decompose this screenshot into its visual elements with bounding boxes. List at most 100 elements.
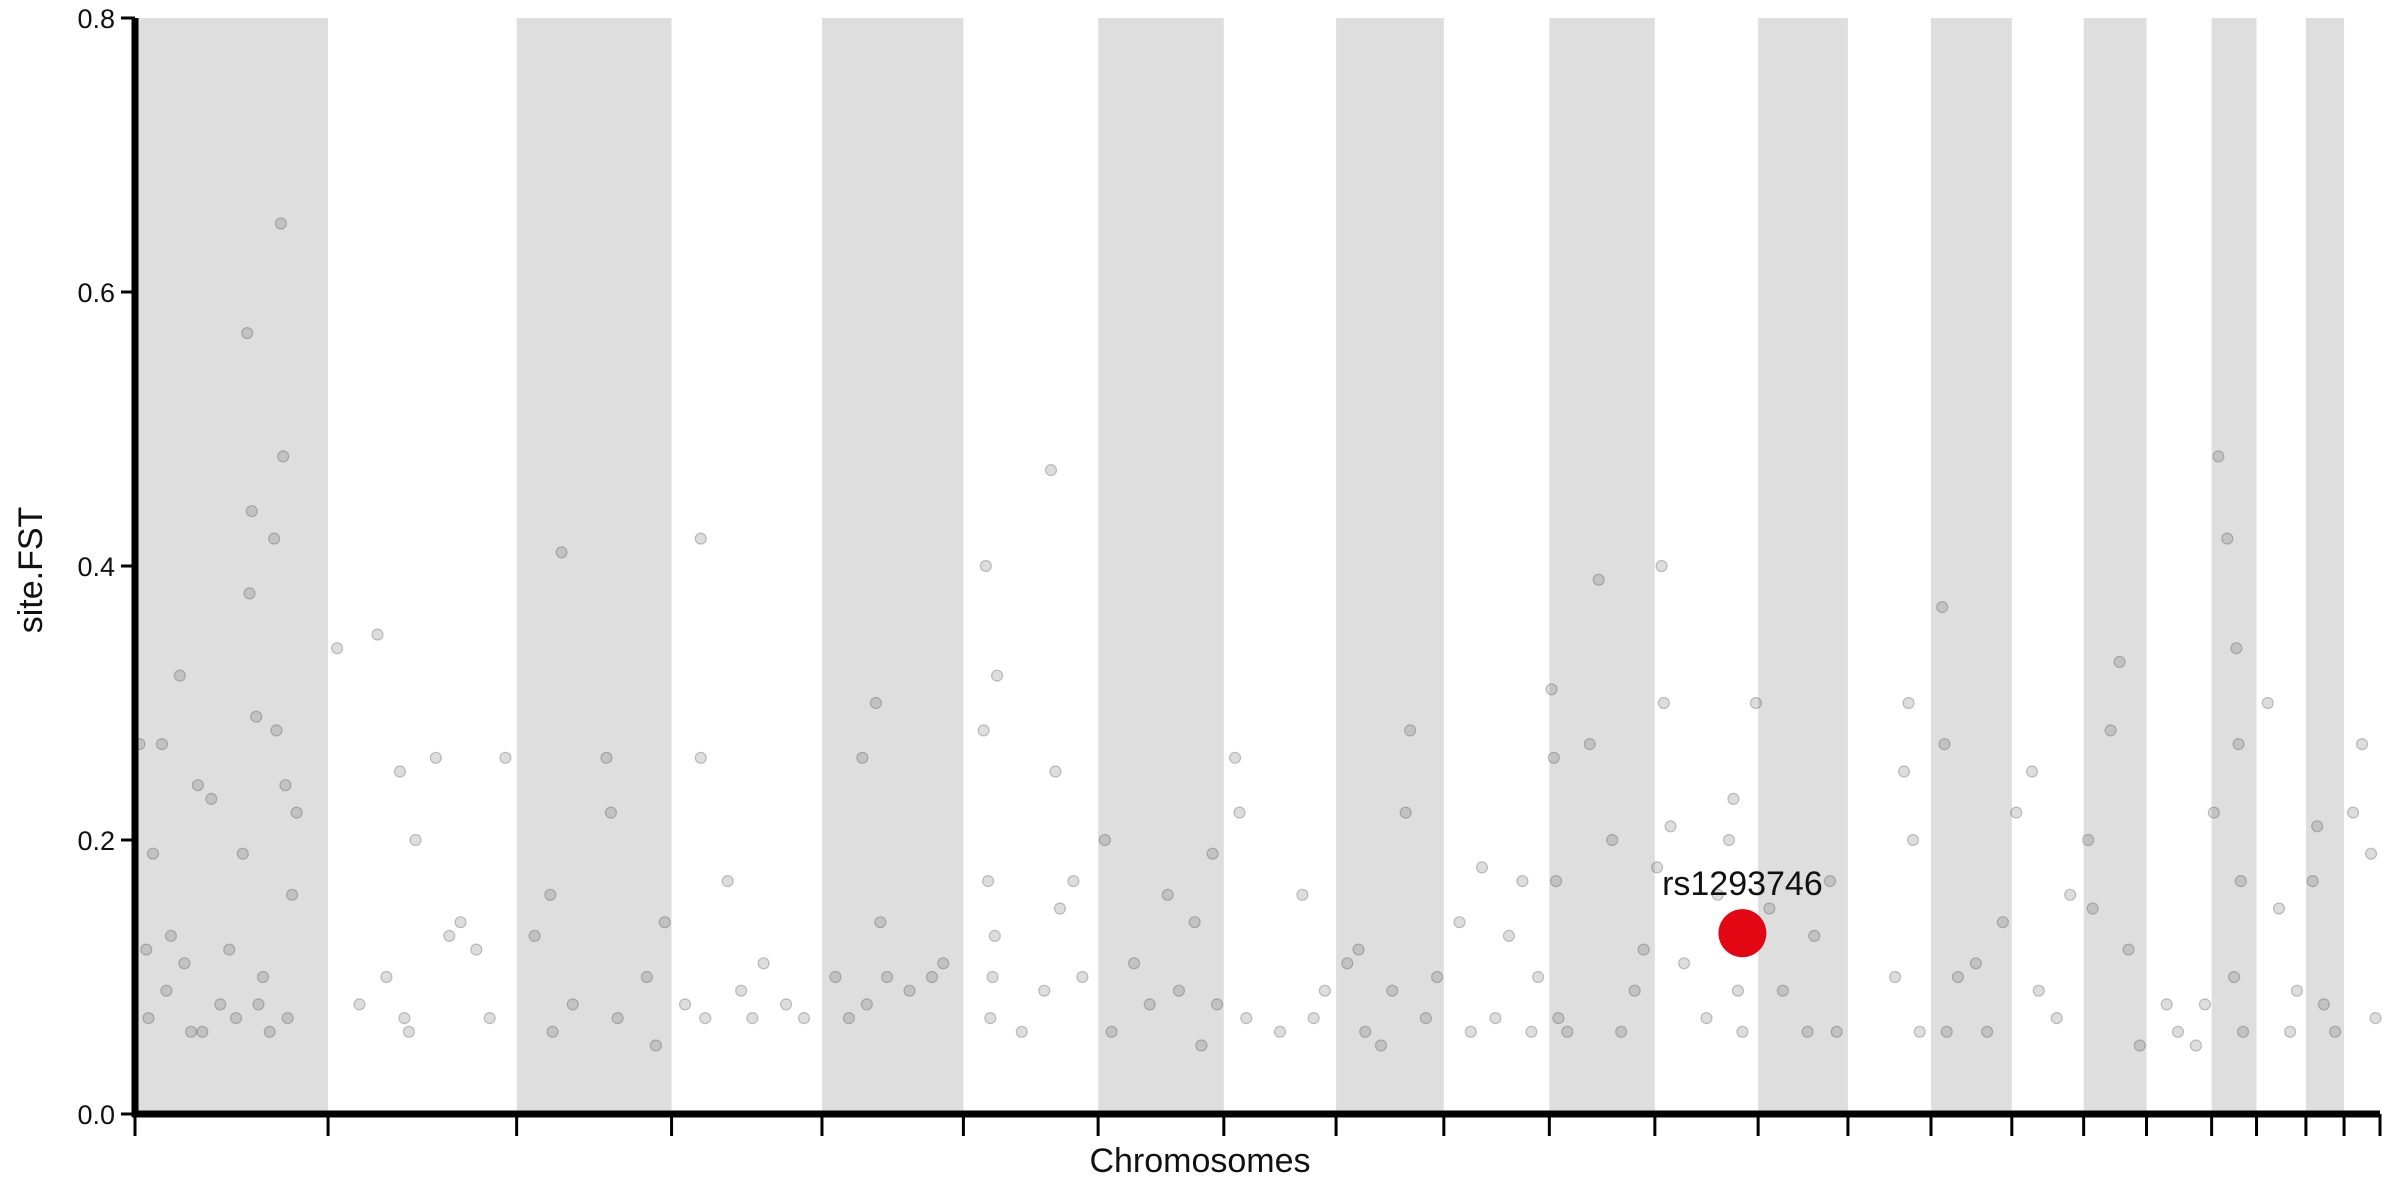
data-point (1823, 874, 1837, 888)
data-point (1206, 847, 1219, 860)
data-point (1763, 902, 1776, 915)
data-point (1731, 984, 1745, 997)
data-point (2227, 970, 2241, 984)
data-point (1098, 833, 1111, 847)
chromosome-band (1098, 18, 1224, 1114)
data-point (1273, 1025, 1287, 1038)
data-point (937, 957, 950, 970)
data-point (1906, 833, 1920, 847)
data-point (925, 970, 939, 984)
data-point (398, 1011, 411, 1025)
data-point (2369, 1011, 2382, 1025)
data-point (1044, 464, 1058, 477)
data-point (1981, 1025, 1994, 1038)
data-point (1318, 984, 1331, 997)
data-point (797, 1011, 811, 1025)
data-point (2207, 806, 2220, 819)
data-point (880, 970, 894, 984)
y-tick-label: 0.2 (77, 826, 115, 856)
data-point (140, 943, 153, 956)
data-point (1727, 792, 1740, 806)
data-point (1404, 724, 1417, 737)
data-point (1419, 1011, 1432, 1025)
data-point (1516, 874, 1529, 888)
data-point (470, 943, 483, 956)
data-point (185, 1025, 198, 1038)
y-tick-label: 0.8 (77, 4, 115, 34)
data-point (2234, 874, 2247, 888)
data-point (640, 970, 653, 984)
data-point (600, 751, 613, 764)
data-point (2133, 1039, 2146, 1052)
data-point (1228, 751, 1242, 764)
data-point (2104, 724, 2117, 737)
data-point (735, 984, 748, 997)
chromosome-band (821, 18, 964, 1114)
data-point (678, 998, 692, 1011)
data-point (1711, 888, 1724, 901)
data-point (856, 751, 869, 764)
data-point (1489, 1011, 1502, 1025)
data-point (1532, 970, 1545, 984)
data-point (604, 806, 618, 819)
data-point (1453, 916, 1466, 929)
data-point (1127, 957, 1141, 970)
chromosome-band (1549, 18, 1655, 1114)
data-point (330, 642, 344, 655)
chromosome-band (1758, 18, 1848, 1114)
data-point (2232, 737, 2245, 751)
data-point (1657, 696, 1670, 710)
data-point (649, 1039, 662, 1052)
data-point (977, 724, 990, 737)
data-point (353, 998, 366, 1011)
data-point (1105, 1025, 1118, 1038)
data-point (2113, 655, 2126, 669)
data-point (1161, 888, 1174, 901)
data-point (544, 888, 557, 901)
data-point (1776, 984, 1789, 997)
data-point (178, 957, 191, 970)
data-point (829, 970, 842, 984)
data-point (2311, 820, 2324, 833)
data-point (268, 532, 281, 545)
data-point (1296, 888, 1309, 901)
data-point (252, 998, 265, 1011)
x-axis-label: Chromosomes (1089, 1142, 1310, 1180)
data-point (694, 532, 707, 545)
data-point (842, 1011, 856, 1025)
data-point (263, 1025, 276, 1038)
data-point (256, 970, 270, 984)
data-point (1897, 765, 1911, 778)
data-point (1502, 929, 1516, 943)
data-point (1067, 874, 1080, 888)
data-point (1430, 970, 1444, 984)
data-point (2171, 1025, 2185, 1038)
data-point (164, 929, 178, 943)
chromosome-band (2211, 18, 2257, 1114)
data-point (1651, 861, 1664, 874)
data-point (402, 1025, 415, 1038)
data-point (2329, 1025, 2342, 1038)
data-point (1969, 957, 1983, 970)
data-point (173, 669, 186, 682)
data-point (1475, 861, 1489, 874)
data-point (443, 929, 456, 943)
data-point (2221, 532, 2234, 545)
data-point (2261, 696, 2274, 710)
data-point (528, 929, 541, 943)
data-point (1749, 696, 1762, 710)
data-point (160, 984, 173, 997)
chromosome-band (1931, 18, 2012, 1114)
data-point (566, 998, 579, 1011)
data-point (984, 1011, 997, 1025)
data-point (1561, 1025, 1574, 1038)
data-point (1233, 806, 1246, 819)
data-point (429, 751, 442, 764)
data-point (2050, 1011, 2063, 1025)
data-point (1547, 751, 1560, 764)
data-point (2230, 642, 2243, 655)
data-point (1525, 1025, 1538, 1038)
data-point (699, 1011, 712, 1025)
data-point (1386, 984, 1399, 997)
data-point (1700, 1011, 1713, 1025)
